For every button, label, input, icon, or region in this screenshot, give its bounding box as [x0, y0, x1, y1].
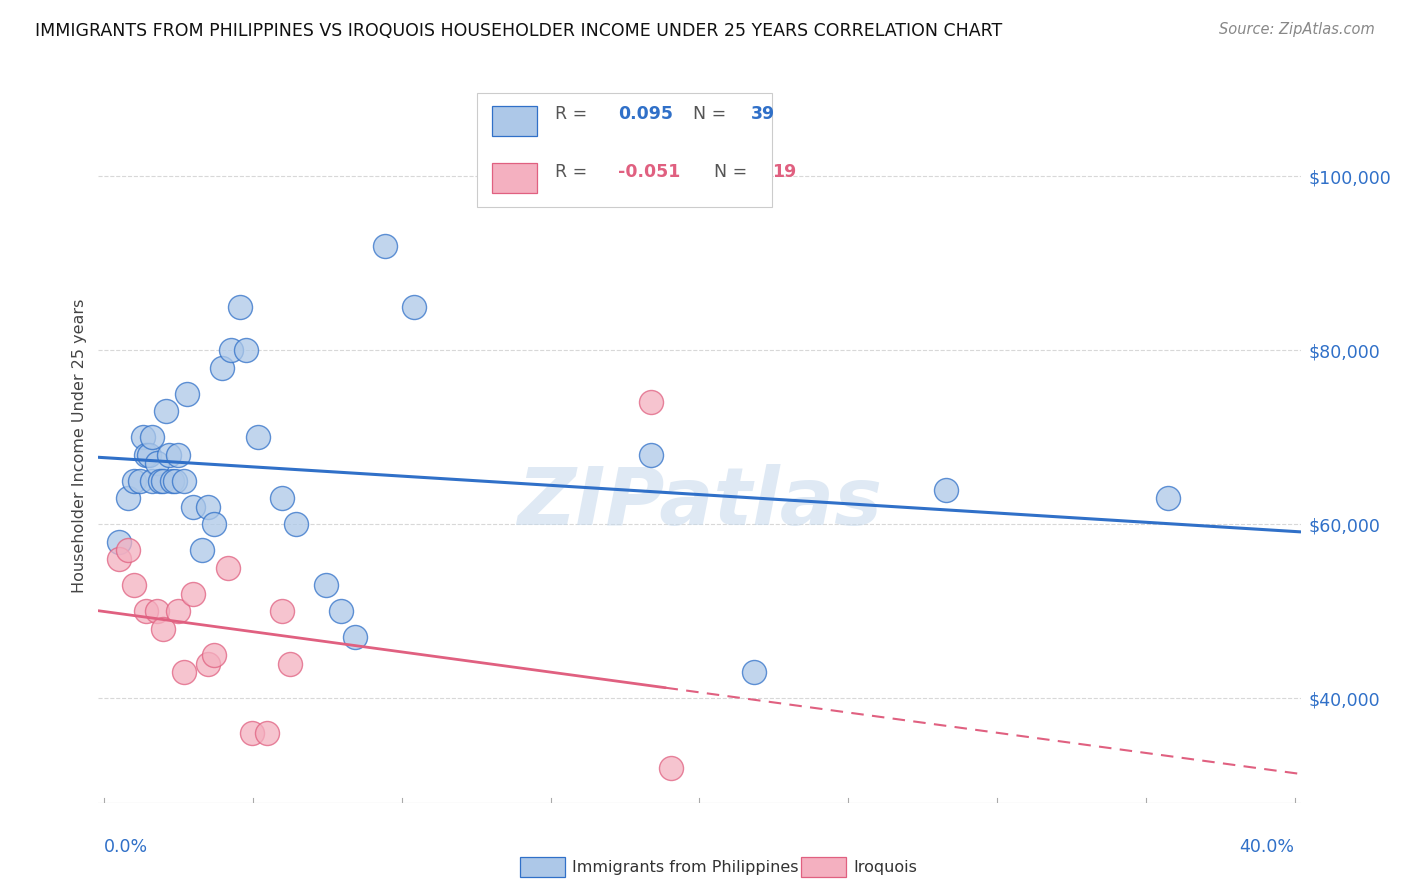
Point — [138, 448, 160, 462]
Point — [165, 474, 187, 488]
Point — [122, 578, 145, 592]
Point — [270, 604, 292, 618]
Point — [197, 500, 219, 514]
Point — [270, 491, 292, 506]
Point — [108, 552, 131, 566]
Point — [935, 483, 957, 497]
FancyBboxPatch shape — [477, 93, 772, 207]
Point — [221, 343, 243, 358]
Point — [1156, 491, 1178, 506]
Point — [329, 604, 352, 618]
Point — [235, 343, 257, 358]
Point — [256, 726, 278, 740]
Point — [167, 448, 190, 462]
Point — [404, 300, 426, 314]
Point — [202, 517, 225, 532]
Text: R =: R = — [555, 105, 593, 123]
Point — [374, 239, 396, 253]
Text: ZIPatlas: ZIPatlas — [517, 464, 882, 542]
Point — [135, 604, 157, 618]
Point — [742, 665, 765, 680]
Point — [173, 665, 195, 680]
Point — [344, 631, 367, 645]
Text: -0.051: -0.051 — [617, 162, 681, 180]
Point — [315, 578, 337, 592]
Point — [141, 474, 163, 488]
Point — [181, 587, 204, 601]
Point — [640, 395, 662, 409]
Text: Iroquois: Iroquois — [853, 860, 917, 874]
Text: 0.0%: 0.0% — [104, 838, 149, 855]
Point — [157, 448, 180, 462]
Point — [128, 474, 150, 488]
Point — [285, 517, 308, 532]
Point — [197, 657, 219, 671]
Point — [240, 726, 263, 740]
Point — [117, 491, 139, 506]
Y-axis label: Householder Income Under 25 years: Householder Income Under 25 years — [72, 299, 87, 593]
Text: R =: R = — [555, 162, 593, 180]
Point — [280, 657, 302, 671]
Point — [176, 386, 198, 401]
Point — [246, 430, 269, 444]
Point — [202, 648, 225, 662]
Text: N =: N = — [693, 105, 733, 123]
Text: Immigrants from Philippines: Immigrants from Philippines — [572, 860, 799, 874]
Point — [167, 604, 190, 618]
Text: 40.0%: 40.0% — [1240, 838, 1295, 855]
FancyBboxPatch shape — [492, 106, 537, 136]
Point — [191, 543, 214, 558]
Point — [135, 448, 157, 462]
Text: Source: ZipAtlas.com: Source: ZipAtlas.com — [1219, 22, 1375, 37]
Point — [181, 500, 204, 514]
Point — [117, 543, 139, 558]
Point — [152, 622, 174, 636]
Point — [146, 604, 169, 618]
Point — [155, 404, 177, 418]
Point — [661, 761, 683, 775]
FancyBboxPatch shape — [492, 163, 537, 193]
Point — [132, 430, 155, 444]
Point — [217, 561, 239, 575]
Point — [211, 360, 233, 375]
Point — [173, 474, 195, 488]
Text: N =: N = — [714, 162, 752, 180]
Point — [108, 534, 131, 549]
Point — [149, 474, 172, 488]
Text: 19: 19 — [772, 162, 796, 180]
Point — [141, 430, 163, 444]
Text: 39: 39 — [751, 105, 775, 123]
Point — [146, 457, 169, 471]
Point — [162, 474, 184, 488]
Point — [683, 822, 706, 836]
Point — [640, 448, 662, 462]
Point — [122, 474, 145, 488]
Point — [152, 474, 174, 488]
Text: IMMIGRANTS FROM PHILIPPINES VS IROQUOIS HOUSEHOLDER INCOME UNDER 25 YEARS CORREL: IMMIGRANTS FROM PHILIPPINES VS IROQUOIS … — [35, 22, 1002, 40]
Point — [229, 300, 252, 314]
Text: 0.095: 0.095 — [617, 105, 672, 123]
